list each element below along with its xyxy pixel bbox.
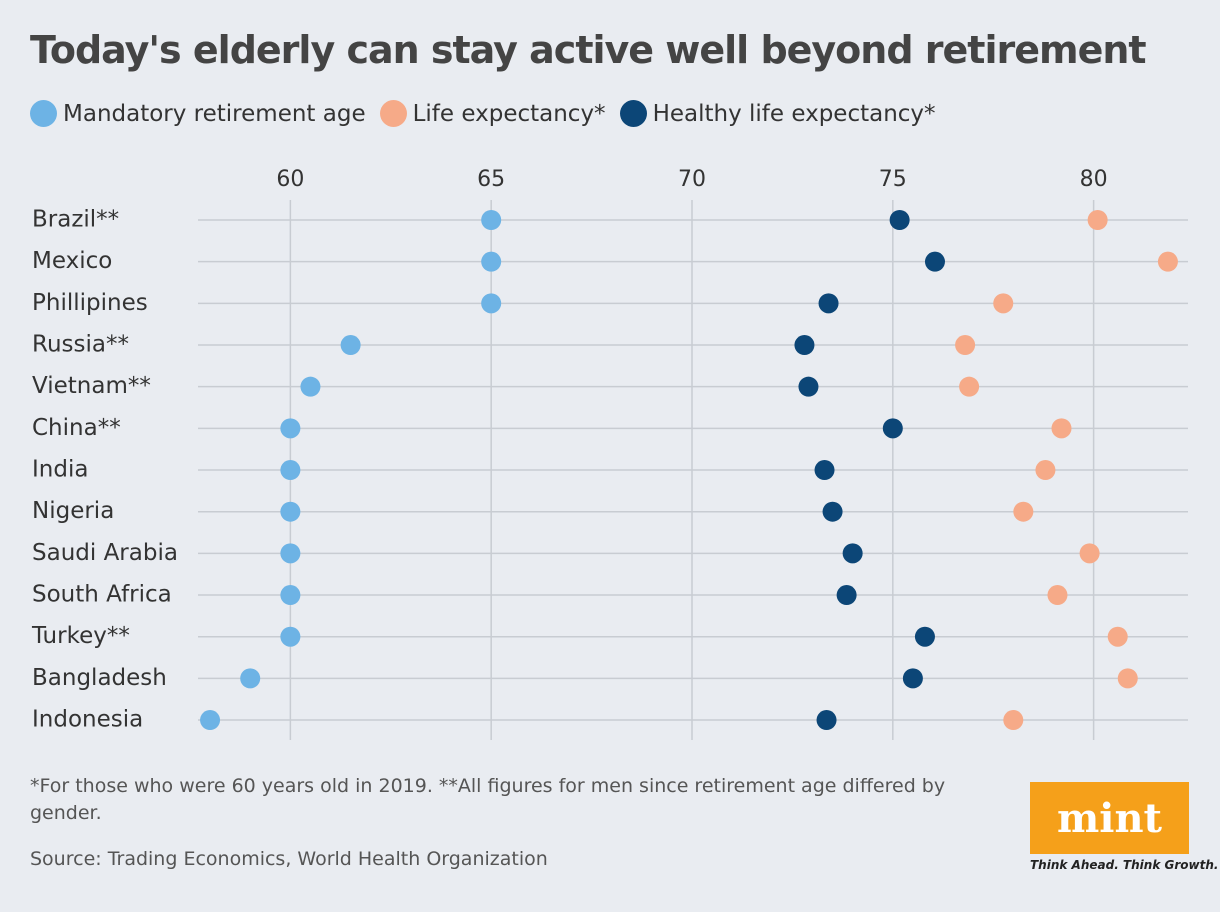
y-tick-label: Nigeria <box>32 498 114 524</box>
dot <box>794 335 815 356</box>
x-tick-label: 60 <box>276 167 304 192</box>
logo: mint <box>1030 782 1189 854</box>
y-tick-label: Saudi Arabia <box>32 540 178 566</box>
dot <box>1047 585 1068 606</box>
legend-label: Mandatory retirement age <box>63 100 366 127</box>
dot <box>889 210 910 230</box>
legend-item: Life expectancy* <box>379 100 606 127</box>
dot <box>481 251 502 272</box>
dot <box>1013 501 1034 522</box>
y-tick-label: Phillipines <box>32 290 148 316</box>
legend-swatch <box>379 100 407 127</box>
dot <box>902 668 923 689</box>
dot <box>955 335 976 356</box>
dot <box>280 501 301 522</box>
dot <box>1035 460 1056 481</box>
dot <box>1157 251 1178 272</box>
y-tick-label: India <box>32 457 88 483</box>
x-tick-label: 80 <box>1080 167 1108 192</box>
dot <box>240 668 261 689</box>
dot <box>993 293 1014 314</box>
dot <box>822 501 843 522</box>
dot <box>280 543 301 564</box>
y-tick-label: Brazil** <box>32 207 119 233</box>
dot <box>836 585 857 606</box>
source: Source: Trading Economics, World Health … <box>30 848 548 870</box>
x-tick-label: 75 <box>879 167 907 192</box>
dot <box>924 251 945 272</box>
legend-label: Life expectancy* <box>412 100 606 127</box>
dot <box>842 543 863 564</box>
y-tick-label: Vietnam** <box>32 373 151 399</box>
x-tick-label: 65 <box>477 167 505 192</box>
chart-title: Today's elderly can stay active well bey… <box>30 28 1147 72</box>
legend: Mandatory retirement age Life expectancy*… <box>30 100 936 127</box>
y-tick-label: Mexico <box>32 248 112 274</box>
dot <box>914 626 935 647</box>
dot <box>280 585 301 606</box>
x-tick-label: 70 <box>678 167 706 192</box>
dot <box>481 293 502 314</box>
y-tick-label: China** <box>32 415 121 441</box>
dot <box>798 376 819 397</box>
dot <box>280 418 301 439</box>
dot <box>280 626 301 647</box>
dot <box>959 376 980 397</box>
y-tick-label: South Africa <box>32 582 172 608</box>
dot <box>200 710 221 731</box>
legend-item: Healthy life expectancy* <box>619 100 936 127</box>
dot <box>1003 710 1024 731</box>
dot <box>340 335 361 356</box>
dot <box>882 418 903 439</box>
dot <box>814 460 835 481</box>
legend-swatch <box>619 100 647 127</box>
dot <box>816 710 837 731</box>
dot <box>1079 543 1100 564</box>
y-tick-label: Turkey** <box>31 623 130 649</box>
dot <box>1087 210 1108 230</box>
y-tick-label: Indonesia <box>32 707 143 733</box>
dot <box>1117 668 1138 689</box>
legend-item: Mandatory retirement age <box>30 100 366 127</box>
dot <box>300 376 321 397</box>
dot <box>1107 626 1128 647</box>
y-tick-label: Russia** <box>32 332 129 358</box>
dot <box>481 210 502 230</box>
legend-swatch <box>30 100 57 127</box>
dot <box>280 460 301 481</box>
dot <box>1051 418 1072 439</box>
logo-tagline: Think Ahead. Think Growth. <box>1030 858 1219 872</box>
dot <box>818 293 839 314</box>
legend-label: Healthy life expectancy* <box>652 100 936 127</box>
footnote: *For those who were 60 years old in 2019… <box>30 775 946 824</box>
y-tick-label: Bangladesh <box>32 665 167 691</box>
